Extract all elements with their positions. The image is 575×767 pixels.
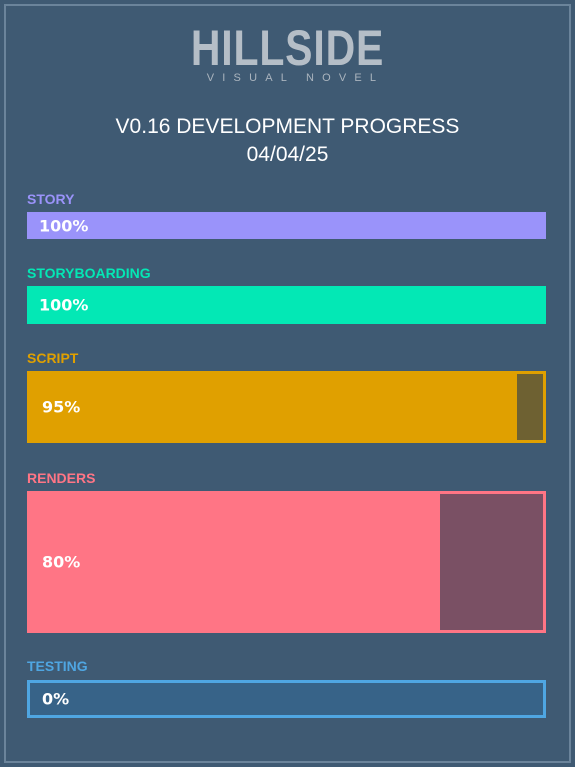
progress-percent-script: 95% xyxy=(42,397,81,417)
progress-bar-story: 100% xyxy=(27,212,546,239)
task-label-story: STORY xyxy=(27,191,75,207)
logo-title: HILLSIDE xyxy=(190,20,385,76)
progress-bar-testing: 0% xyxy=(27,680,546,718)
logo-subtitle: VISUAL NOVEL xyxy=(206,72,385,84)
progress-bar-storyboarding: 100% xyxy=(27,286,546,324)
task-label-testing: TESTING xyxy=(27,658,88,674)
progress-remaining-script xyxy=(517,374,543,440)
page-frame xyxy=(4,4,571,763)
progress-percent-story: 100% xyxy=(39,216,89,235)
progress-percent-storyboarding: 100% xyxy=(39,295,89,315)
page-title: V0.16 DEVELOPMENT PROGRESS xyxy=(115,115,460,138)
task-label-renders: RENDERS xyxy=(27,470,96,486)
progress-remaining-testing xyxy=(30,683,543,715)
progress-remaining-renders xyxy=(440,494,543,630)
progress-date: 04/04/25 xyxy=(246,143,329,166)
progress-bar-script: 95% xyxy=(27,371,546,443)
progress-percent-testing: 0% xyxy=(42,689,70,709)
task-label-script: SCRIPT xyxy=(27,350,79,366)
progress-percent-renders: 80% xyxy=(42,552,81,572)
task-label-storyboarding: STORYBOARDING xyxy=(27,265,151,281)
progress-bar-renders: 80% xyxy=(27,491,546,633)
